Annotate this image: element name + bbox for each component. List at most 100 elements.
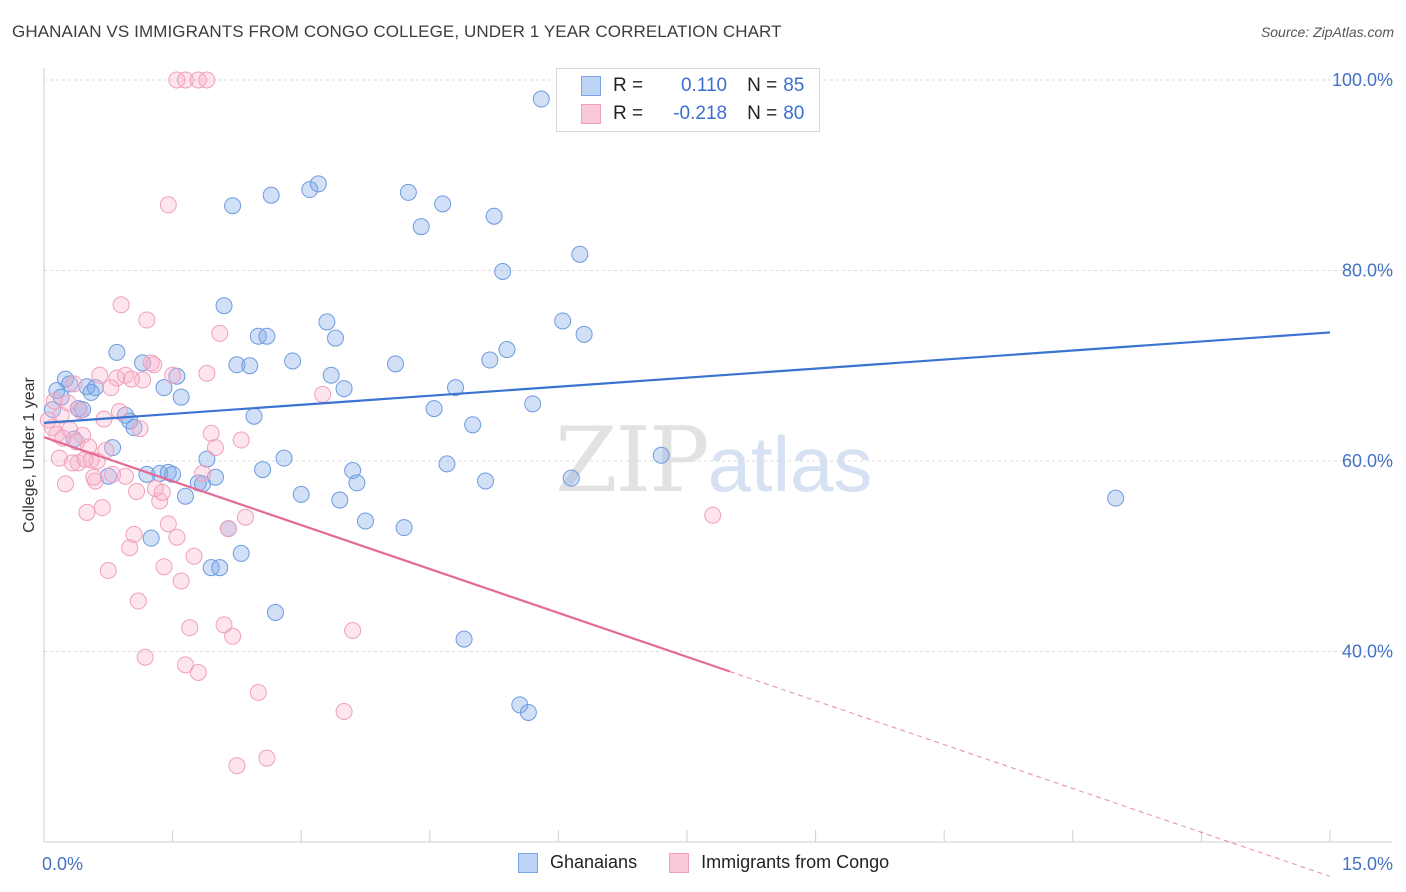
x-tick-label-max: 15.0%	[1342, 854, 1393, 874]
data-point-congo	[93, 499, 111, 517]
data-point-ghanaian	[309, 175, 327, 193]
data-point-congo	[128, 482, 146, 500]
data-point-ghanaian	[249, 327, 267, 345]
y-tick-label: 60.0%	[1342, 451, 1393, 471]
data-point-congo	[202, 424, 220, 442]
trend-line-congo-extension	[729, 671, 1331, 877]
data-point-congo	[82, 451, 100, 469]
data-point-ghanaian	[387, 355, 405, 373]
data-point-ghanaian	[104, 439, 122, 457]
data-point-ghanaian	[44, 401, 62, 419]
data-point-congo	[110, 402, 128, 420]
data-point-ghanaian	[61, 375, 79, 393]
y-axis-title: College, Under 1 year	[21, 377, 38, 533]
data-point-ghanaian	[284, 352, 302, 370]
data-point-ghanaian	[399, 183, 417, 201]
data-point-congo	[131, 420, 149, 438]
data-point-ghanaian	[164, 465, 182, 483]
tick-labels: 40.0% 60.0% 80.0% 100.0% 0.0% 15.0% College, U…	[21, 70, 1393, 874]
data-point-ghanaian	[455, 630, 473, 648]
data-point-congo	[224, 627, 242, 645]
data-point-ghanaian	[477, 472, 495, 490]
data-point-ghanaian	[494, 262, 512, 280]
data-point-ghanaian	[395, 519, 413, 537]
data-point-congo	[112, 296, 130, 314]
data-point-congo	[215, 616, 233, 634]
r-value: -0.218	[673, 103, 728, 124]
data-point-ghanaian	[262, 186, 280, 204]
data-point-ghanaian	[464, 416, 482, 434]
axes	[43, 68, 1392, 843]
data-point-ghanaian	[524, 395, 542, 413]
legend-row-congo: R = -0.218 N = 80	[581, 101, 804, 127]
data-point-congo	[335, 703, 353, 721]
data-point-congo	[56, 475, 74, 493]
data-point-congo	[121, 539, 139, 557]
data-point-ghanaian	[1107, 489, 1125, 507]
data-point-congo	[344, 622, 362, 640]
data-point-congo	[219, 520, 237, 538]
legend-label: Ghanaians	[550, 852, 638, 872]
n-value: 85	[783, 75, 805, 96]
data-point-ghanaian	[202, 559, 220, 577]
data-point-congo	[314, 385, 332, 403]
data-point-congo	[91, 366, 109, 384]
n-value: 80	[783, 103, 805, 124]
data-point-congo	[189, 71, 207, 89]
data-point-congo	[50, 449, 68, 467]
data-point-congo	[102, 379, 120, 397]
data-point-ghanaian	[438, 455, 456, 473]
data-point-congo	[206, 439, 224, 457]
data-point-congo	[249, 683, 267, 701]
data-point-congo	[145, 356, 163, 374]
legend-swatch-pink	[669, 852, 690, 873]
y-tick-label: 80.0%	[1342, 261, 1393, 281]
data-point-congo	[228, 757, 246, 775]
series-ghanaians	[44, 90, 1125, 721]
data-point-congo	[85, 468, 103, 486]
data-point-ghanaian	[134, 354, 152, 372]
data-point-congo	[211, 324, 229, 342]
data-point-congo	[122, 370, 140, 388]
data-point-congo	[125, 525, 143, 543]
data-point-ghanaian	[652, 446, 670, 464]
data-point-ghanaian	[215, 297, 233, 315]
r-label: R =	[613, 103, 644, 124]
data-point-congo	[168, 528, 186, 546]
data-point-ghanaian	[498, 341, 516, 359]
data-point-ghanaian	[232, 544, 250, 562]
legend-item-congo: Immigrants from Congo	[669, 852, 889, 873]
data-point-congo	[153, 483, 171, 501]
data-point-congo	[168, 71, 186, 89]
data-point-congo	[189, 663, 207, 681]
data-point-congo	[232, 431, 250, 449]
data-point-congo	[136, 648, 154, 666]
legend-swatch-blue	[518, 852, 538, 873]
data-point-ghanaian	[322, 366, 340, 384]
data-point-congo	[142, 354, 160, 372]
trend-lines	[43, 331, 1331, 877]
data-point-congo	[194, 464, 212, 482]
data-point-ghanaian	[434, 195, 452, 213]
data-point-ghanaian	[275, 449, 293, 467]
data-point-congo	[176, 656, 194, 674]
data-point-ghanaian	[228, 356, 246, 374]
data-point-ghanaian	[206, 468, 224, 486]
data-point-ghanaian	[155, 379, 173, 397]
bottom-legend: Ghanaians Immigrants from Congo	[518, 852, 921, 873]
series-congo	[39, 71, 722, 775]
data-point-ghanaian	[258, 327, 276, 345]
data-point-congo	[172, 572, 190, 590]
n-label: N =	[747, 103, 778, 124]
data-point-congo	[176, 71, 194, 89]
data-point-ghanaian	[519, 703, 537, 721]
r-label: R =	[613, 75, 644, 96]
data-point-congo	[104, 465, 122, 483]
data-point-congo	[138, 311, 156, 329]
data-point-ghanaian	[108, 343, 126, 361]
data-point-congo	[116, 467, 134, 485]
legend-swatch-blue	[581, 76, 601, 96]
source-note: Source: ZipAtlas.com	[1260, 24, 1394, 40]
data-point-congo	[258, 749, 276, 767]
data-point-ghanaian	[425, 400, 443, 418]
